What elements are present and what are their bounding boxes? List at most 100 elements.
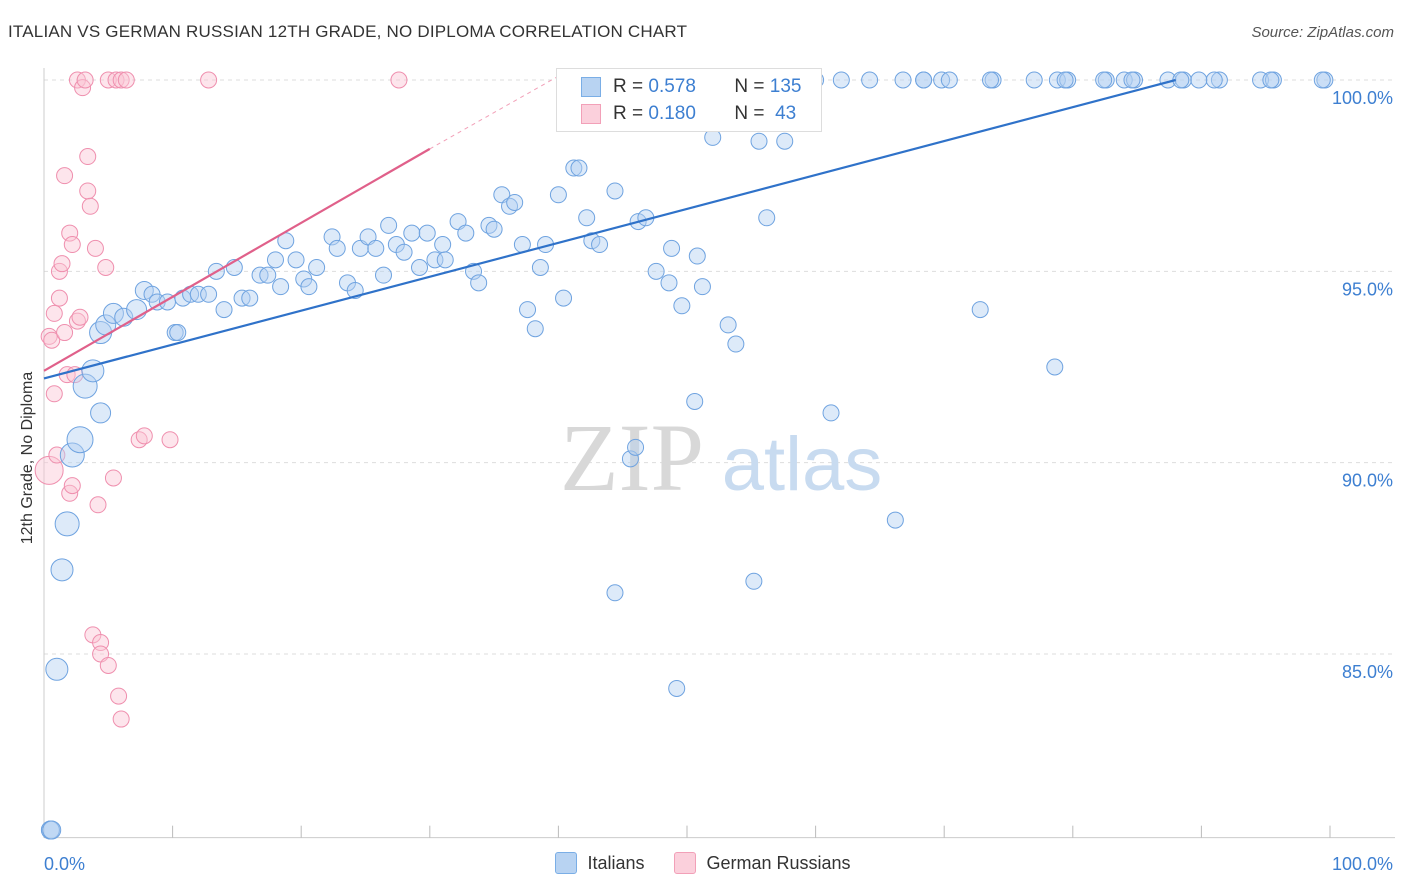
point-italians (1262, 71, 1280, 89)
point-italians (1056, 71, 1074, 89)
trend-line-german-russians-extension (429, 75, 559, 150)
trend-line-german-russians (43, 147, 431, 372)
point-german-russians (390, 71, 408, 89)
point-italians (367, 239, 385, 257)
point-italians (241, 289, 259, 307)
y-tick-label: 85.0% (1342, 662, 1393, 682)
point-italians (434, 236, 452, 254)
legend-r-label: R = (613, 103, 644, 124)
legend-swatch-german-russians (581, 104, 601, 124)
y-tick-label: 95.0% (1342, 279, 1393, 299)
point-italians (719, 316, 737, 334)
chart-title: ITALIAN VS GERMAN RUSSIAN 12TH GRADE, NO… (8, 22, 688, 41)
point-italians (50, 558, 74, 582)
point-italians (894, 71, 912, 89)
trend-line-italians (43, 78, 1176, 380)
point-italians (758, 209, 776, 227)
point-german-russians (135, 427, 153, 445)
point-german-russians (45, 304, 63, 322)
point-german-russians (43, 331, 61, 349)
point-german-russians (86, 239, 104, 257)
legend-swatch-german-russians (674, 852, 697, 874)
point-italians (308, 259, 326, 277)
point-italians (686, 392, 704, 410)
point-italians (418, 224, 436, 242)
point-italians (578, 209, 596, 227)
point-german-russians (161, 431, 179, 449)
point-german-russians (76, 71, 94, 89)
point-italians (1210, 71, 1228, 89)
series-legend: Italians German Russians (0, 852, 1406, 874)
point-german-russians (117, 71, 135, 89)
legend-n-value-italians: 135 (769, 76, 802, 97)
point-italians (436, 251, 454, 269)
point-italians (426, 251, 444, 269)
point-italians (411, 259, 429, 277)
legend-item-german-russians[interactable]: German Russians (674, 852, 851, 874)
point-italians (606, 584, 624, 602)
point-italians (506, 193, 524, 211)
point-german-russians (53, 255, 71, 273)
point-italians (745, 572, 763, 590)
point-italians (526, 320, 544, 338)
legend-n-label: N = (734, 103, 765, 124)
legend-row-german-russians: R = 0.180 N = 43 (581, 103, 796, 125)
point-italians (395, 243, 413, 261)
point-italians (591, 236, 609, 254)
point-german-russians (56, 324, 74, 342)
watermark: ZIP atlas (560, 404, 882, 511)
point-italians (200, 285, 218, 303)
point-italians (886, 511, 904, 529)
point-italians (134, 280, 154, 300)
point-italians (42, 820, 62, 840)
point-german-russians (112, 71, 130, 89)
legend-label-german-russians: German Russians (706, 852, 851, 873)
point-italians (727, 335, 745, 353)
point-italians (189, 285, 207, 303)
point-italians (1205, 71, 1223, 89)
y-tick-label: 100.0% (1332, 88, 1393, 108)
source-label: Source: ZipAtlas.com (1251, 24, 1394, 41)
point-german-russians (200, 71, 218, 89)
point-italians (1025, 71, 1043, 89)
point-italians (673, 297, 691, 315)
point-italians (832, 71, 850, 89)
point-italians (940, 71, 958, 89)
point-italians (663, 239, 681, 257)
point-italians (470, 274, 488, 292)
legend-swatch-italians (581, 77, 601, 97)
stats-legend: R = 0.578 N = 135 R = 0.180 N = 43 (556, 68, 822, 132)
point-german-russians (79, 182, 97, 200)
point-italians (215, 301, 233, 319)
y-tick-label: 90.0% (1342, 471, 1393, 491)
tick-labels: 85.0% 90.0% 95.0% 100.0% 0.0% 100.0% (44, 88, 1393, 874)
point-italians (380, 216, 398, 234)
point-italians (66, 426, 94, 454)
series-german-russians (34, 71, 408, 728)
point-italians (375, 266, 393, 284)
point-italians (1123, 71, 1141, 89)
point-italians (660, 274, 678, 292)
point-italians (776, 132, 794, 150)
point-italians (971, 301, 989, 319)
point-italians (54, 511, 80, 537)
point-italians (1190, 71, 1208, 89)
point-italians (981, 71, 999, 89)
point-italians (102, 302, 124, 324)
point-italians (549, 186, 567, 204)
legend-r-value-italians: 0.578 (648, 76, 696, 97)
point-italians (647, 262, 665, 280)
point-german-russians (79, 148, 97, 166)
point-italians (861, 71, 879, 89)
legend-n-label: N = (734, 76, 765, 97)
gridlines (44, 79, 1395, 655)
point-italians (72, 373, 98, 399)
point-italians (403, 224, 421, 242)
point-german-russians (63, 236, 81, 254)
point-italians (45, 657, 69, 681)
y-axis-label: 12th Grade, No Diploma (19, 372, 36, 545)
point-german-russians (104, 469, 122, 487)
legend-item-italians[interactable]: Italians (555, 852, 644, 874)
point-german-russians (107, 71, 125, 89)
